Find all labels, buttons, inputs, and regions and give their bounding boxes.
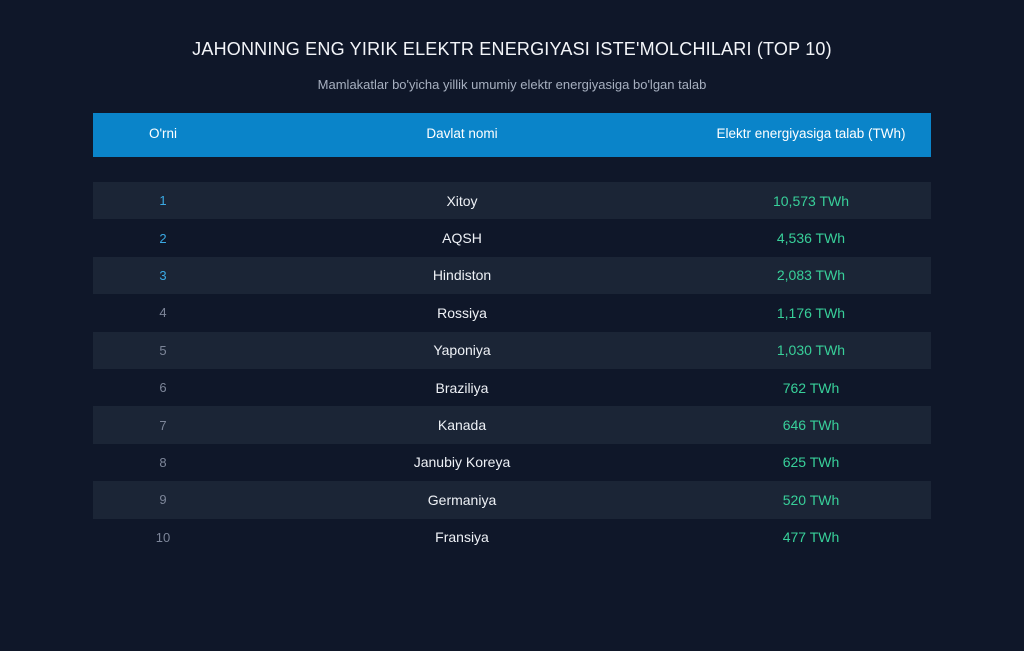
row-country: Janubiy Koreya [413, 454, 511, 471]
row-rank: 7 [159, 417, 167, 433]
row-rank: 6 [159, 380, 167, 396]
row-rank: 10 [155, 529, 171, 545]
header-demand: Elektr energiyasiga talab (TWh) [716, 126, 906, 141]
row-demand-value: 520 TWh [782, 491, 840, 508]
row-country: Xitoy [446, 192, 478, 209]
row-rank: 4 [159, 305, 167, 321]
chart-title: JAHONNING ENG YIRIK ELEKTR ENERGIYASI IS… [192, 39, 832, 59]
row-demand-value: 762 TWh [782, 379, 840, 396]
table-row: 8 Janubiy Koreya 625 TWh [93, 444, 931, 481]
row-demand-value: 625 TWh [782, 454, 840, 471]
row-country: Fransiya [435, 529, 489, 546]
row-rank: 1 [159, 193, 167, 209]
table-row: 7 Kanada 646 TWh [93, 406, 931, 444]
table-row: 5 Yaponiya 1,030 TWh [93, 331, 931, 369]
table-row: 9 Germaniya 520 TWh [93, 481, 931, 519]
row-rank: 3 [159, 267, 167, 283]
table-row: 1 Xitoy 10,573 TWh [93, 182, 931, 220]
row-demand-value: 646 TWh [782, 417, 840, 434]
table-row: 2 AQSH 4,536 TWh [93, 219, 931, 256]
table-body: 1 Xitoy 10,573 TWh 2 AQSH 4,536 TWh 3 Hindiston… [93, 182, 931, 556]
header-country: Davlat nomi [426, 126, 498, 141]
table-row: 6 Braziliya 762 TWh [93, 369, 931, 406]
row-rank: 2 [159, 230, 167, 246]
row-demand-value: 1,030 TWh [776, 342, 846, 359]
table-row: 3 Hindiston 2,083 TWh [93, 256, 931, 295]
row-rank: 9 [159, 492, 167, 508]
chart-subtitle: Mamlakatlar bo'yicha yillik umumiy elekt… [317, 77, 707, 92]
header-rank: O'rni [148, 126, 178, 141]
row-demand-value: 1,176 TWh [776, 304, 846, 321]
row-country: Kanada [437, 417, 487, 434]
row-rank: 5 [159, 342, 167, 358]
ranking-table: O'rni Davlat nomi Elektr energiyasiga ta… [93, 113, 931, 556]
row-country: Germaniya [427, 491, 497, 508]
row-demand-value: 10,573 TWh [772, 192, 849, 209]
row-demand-value: 4,536 TWh [776, 230, 846, 247]
table-row: 10 Fransiya 477 TWh [93, 519, 931, 556]
row-country: Yaponiya [433, 342, 491, 359]
row-country: Hindiston [432, 267, 492, 284]
row-country: AQSH [442, 230, 482, 247]
table-row: 4 Rossiya 1,176 TWh [93, 294, 931, 331]
row-country: Braziliya [435, 379, 489, 396]
row-rank: 8 [159, 454, 167, 470]
row-demand-value: 2,083 TWh [776, 267, 846, 284]
row-demand-value: 477 TWh [782, 529, 840, 546]
table-header: O'rni Davlat nomi Elektr energiyasiga ta… [93, 113, 931, 157]
row-country: Rossiya [437, 304, 487, 321]
